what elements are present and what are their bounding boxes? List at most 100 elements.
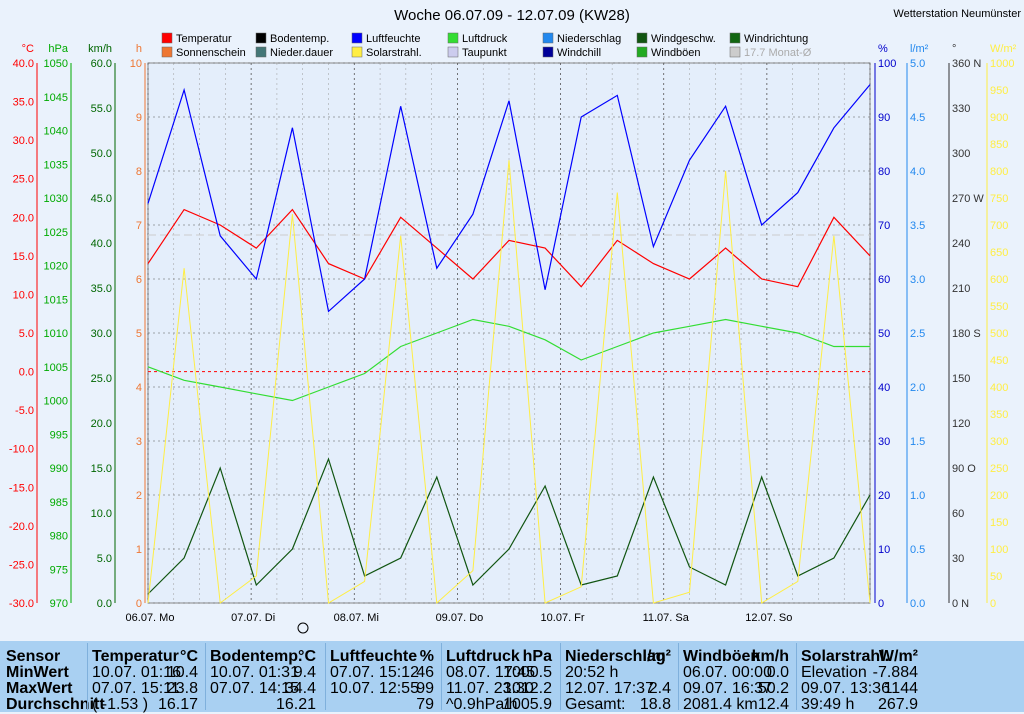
axis-tick-label: 2 [136,490,142,502]
axis-tick-label: 0 N [952,598,969,610]
x-tick-label: 10.07. Fr [541,612,585,624]
axis-tick-label: 80 [878,166,890,178]
stats-cell-value: 46 [416,664,434,681]
station-name: Wetterstation Neumünster [893,8,1021,20]
axis-unit: ° [952,43,956,55]
axis-tick-label: 980 [50,531,68,543]
axis-tick-label: 30 [952,553,964,565]
stats-header: Windböen [683,648,761,665]
x-tick-label: 12.07. So [745,612,792,624]
column-separator [441,643,442,710]
axis-unit: h [136,43,142,55]
legend-label: 17.7 Monat-Ø [744,47,812,59]
axis-tick-label: 1.5 [910,436,925,448]
axis-unit: W/m² [990,43,1017,55]
axis-tick-label: 25.0 [13,174,34,186]
axis-tick-label: 1020 [44,261,68,273]
axis-tick-label: -20.0 [9,521,34,533]
axis-tick-label: 9 [136,112,142,124]
stats-cell-label: 09.07. 13:36 [801,680,890,697]
series-line-temperatur [147,208,871,288]
axis-tick-label: 0.5 [910,544,925,556]
column-separator [87,643,88,710]
stats-cell-label: 06.07. 00:00 [683,664,772,681]
stats-unit: km/h [751,648,789,665]
axis-tick-label: -30.0 [9,598,34,610]
axis-tick-label: 25.0 [91,373,112,385]
axis-tick-label: 150 [952,373,970,385]
axis-tick-label: 180 S [952,328,981,340]
stats-cell-label: 20:52 h [565,664,619,681]
axis-tick-label: 30.0 [91,328,112,340]
axis-tick-label: 4.5 [910,112,925,124]
stats-cell-label: 09.07. 16:37 [683,680,772,697]
axis-tick-label: 1025 [44,227,68,239]
x-tick-label: 06.07. Mo [126,612,175,624]
stats-header: Solarstrahl. [801,648,890,665]
axis-tick-label: -25.0 [9,559,34,571]
axis-tick-label: 1000 [44,396,68,408]
axis-tick-label: 210 [952,283,970,295]
axis-tick-label: 985 [50,497,68,509]
axis-tick-label: 700 [990,220,1008,232]
axis-tick-label: 350 [990,409,1008,421]
axis-tick-label: 45.0 [91,193,112,205]
axis-tick-label: 1015 [44,294,68,306]
axis-tick-label: 3.5 [910,220,925,232]
axis-tick-label: 1000 [990,58,1014,70]
stats-cell-label: MinWert [6,664,69,681]
axis-tick-label: 1 [136,544,142,556]
axis-tick-label: -15.0 [9,482,34,494]
axis-tick-label: 40.0 [91,238,112,250]
axis-tick-label: 2.0 [910,382,925,394]
x-tick-label: 11.07. Sa [643,612,690,624]
axis-tick-label: 600 [990,274,1008,286]
axis-tick-label: 950 [990,85,1008,97]
axis-tick-label: 995 [50,429,68,441]
stats-header: Luftfeuchte [330,648,418,665]
axis-tick-label: 10 [878,544,890,556]
stats-header: Bodentemp. [210,648,303,665]
axis-tick-label: 970 [50,598,68,610]
stats-cell-value: 16.17 [157,696,198,713]
stats-cell-label: ( -1.53 ) [92,696,149,713]
axis-tick-label: 0.0 [19,367,34,379]
axis-unit: % [878,43,888,55]
legend-swatch [542,32,554,44]
axis-tick-label: 50 [878,328,890,340]
column-separator [678,643,679,710]
axis-tick-label: 270 W [952,193,984,205]
legend-swatch [729,46,741,58]
axis-tick-label: 20.0 [91,418,112,430]
stats-cell-value: 0.0 [766,664,789,681]
stats-cell-value: 50.2 [757,680,789,697]
chart-title: Woche 06.07.09 - 12.07.09 (KW28) [394,7,630,24]
x-tick-label: 09.07. Do [436,612,484,624]
stats-cell-label: ^0.9hPa/h [446,696,518,713]
axis-tick-label: 4.0 [910,166,925,178]
axis-tick-label: 750 [990,193,1008,205]
axis-tick-label: 360 N [952,58,981,70]
axis-unit: km/h [88,43,112,55]
legend-label: Luftfeuchte [366,33,420,45]
axis-tick-label: 50.0 [91,148,112,160]
stats-unit: °C [298,648,316,665]
axis-tick-label: 35.0 [91,283,112,295]
stats-cell-label: 12.07. 17:37 [565,680,654,697]
stats-cell-label: 10.07. 01:31 [210,664,299,681]
axis-tick-label: 330 [952,103,970,115]
axis-tick-label: 0 [990,598,996,610]
legend-swatch [255,32,267,44]
stats-cell-label: 39:49 h [801,696,855,713]
legend-swatch [447,32,459,44]
stats-cell-label: 10.07. 01:16 [92,664,181,681]
axis-tick-label: 990 [50,463,68,475]
legend-swatch [161,32,173,44]
stats-cell-value: -7.884 [872,664,918,681]
series-line-solarstrahl [147,160,871,605]
legend-label: Solarstrahl. [366,47,422,59]
stats-cell-label: Gesamt: [565,696,626,713]
stats-cell-label: 2081.4 km [683,696,758,713]
axis-tick-label: 150 [990,517,1008,529]
stats-cell-label: 08.07. 17:45 [446,664,535,681]
